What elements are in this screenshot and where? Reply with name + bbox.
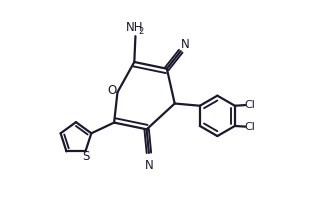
Text: NH: NH: [126, 21, 143, 34]
Text: 2: 2: [139, 27, 144, 36]
Text: Cl: Cl: [245, 122, 256, 132]
Text: S: S: [82, 150, 90, 163]
Text: N: N: [181, 38, 190, 51]
Text: O: O: [107, 84, 116, 97]
Text: N: N: [144, 159, 153, 172]
Text: Cl: Cl: [245, 100, 256, 110]
